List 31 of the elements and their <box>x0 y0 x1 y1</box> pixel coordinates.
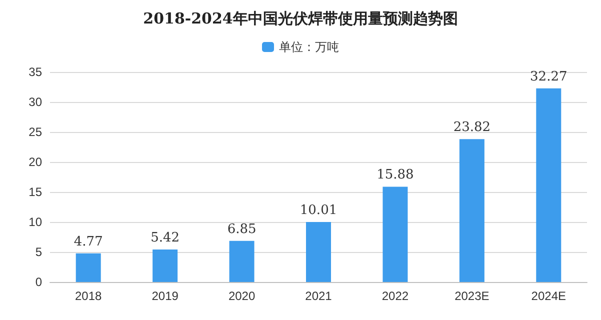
data-label: 4.77 <box>74 234 103 250</box>
x-tick-label: 2021 <box>305 289 332 303</box>
x-tick-label: 2022 <box>382 289 409 303</box>
x-tick-label: 2019 <box>152 289 179 303</box>
x-tick-label: 2018 <box>75 289 102 303</box>
bar <box>306 222 331 282</box>
bar <box>536 88 562 282</box>
data-label: 6.85 <box>227 222 256 237</box>
y-tick-label: 15 <box>28 185 42 199</box>
data-label: 5.42 <box>150 230 180 246</box>
y-tick-label: 25 <box>28 125 42 139</box>
x-tick-label: 2020 <box>228 289 256 303</box>
y-tick-label: 0 <box>35 275 42 289</box>
y-tick-label: 10 <box>28 215 42 229</box>
y-tick-label: 35 <box>28 65 42 79</box>
data-label: 32.27 <box>530 69 568 84</box>
x-tick-label: 2024E <box>531 289 566 303</box>
bar <box>382 186 408 282</box>
data-label: 23.82 <box>453 120 491 136</box>
bar <box>76 253 101 282</box>
bar <box>229 240 254 282</box>
bar <box>152 249 178 282</box>
x-tick-label: 2023E <box>454 289 490 303</box>
legend-label: 单位：万吨 <box>279 40 339 54</box>
y-tick-label: 20 <box>28 155 42 169</box>
data-label: 15.88 <box>376 168 414 183</box>
bar <box>459 139 484 282</box>
chart-title: 2018-2024年中国光伏焊带使用量预测趋势图 <box>143 10 458 28</box>
y-tick-label: 5 <box>35 245 42 259</box>
data-label: 10.01 <box>300 202 338 218</box>
y-tick-label: 30 <box>28 95 42 109</box>
